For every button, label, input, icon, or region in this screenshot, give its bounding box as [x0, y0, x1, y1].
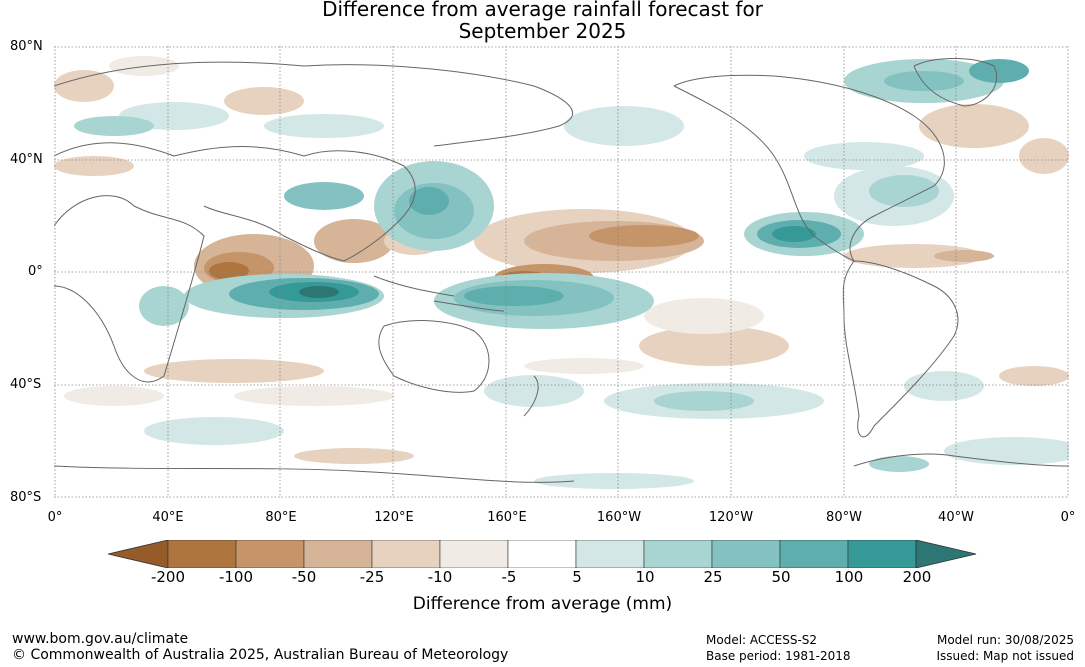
colorbar: [108, 540, 977, 568]
lon-label-160w: 160°W: [596, 510, 642, 525]
colorbar-cell: [439, 540, 509, 568]
colorbar-tick: 100: [834, 568, 864, 586]
lon-label-160e: 160°E: [487, 510, 527, 525]
map-title-line1: Difference from average rainfall forecas…: [322, 0, 763, 21]
footer-issued: Issued: Map not issued: [936, 649, 1074, 663]
lat-label-0: 0°: [28, 264, 43, 279]
colorbar-tick: -10: [427, 568, 453, 586]
colorbar-cell: [711, 540, 781, 568]
coastlines: [53, 58, 1070, 483]
lon-label-120e: 120°E: [374, 510, 414, 525]
colorbar-tick: 25: [703, 568, 723, 586]
graticule: [54, 46, 1069, 498]
lon-label-40w: 40°W: [938, 510, 974, 525]
colorbar-tick: -100: [218, 568, 254, 586]
colorbar-cell: [643, 540, 713, 568]
colorbar-extend-high: [915, 540, 977, 568]
map-title-line2: September 2025: [458, 19, 627, 43]
footer-model: Model: ACCESS-S2: [706, 633, 818, 647]
colorbar-cell: [779, 540, 849, 568]
colorbar-tick: -50: [291, 568, 317, 586]
colorbar-cell: [575, 540, 645, 568]
colorbar-tick: 50: [771, 568, 791, 586]
colorbar-cell: [303, 540, 373, 568]
footer-base-period: Base period: 1981-2018: [706, 649, 851, 663]
lat-label-80s: 80°S: [10, 490, 42, 505]
lon-label-80e: 80°E: [265, 510, 297, 525]
colorbar-cell: [167, 540, 237, 568]
lon-label-0-left: 0°: [47, 510, 63, 525]
lat-label-40n: 40°N: [10, 152, 43, 167]
colorbar-label: Difference from average (mm): [412, 594, 673, 614]
lon-label-0-right: 0°: [1060, 510, 1076, 525]
footer-website: www.bom.gov.au/climate: [12, 631, 189, 647]
lon-label-120w: 120°W: [708, 510, 754, 525]
lat-label-80n: 80°N: [10, 39, 43, 54]
colorbar-cell: [507, 540, 577, 568]
colorbar-cell: [235, 540, 305, 568]
rainfall-anomaly-map: [53, 46, 1084, 498]
lon-label-80w: 80°W: [826, 510, 862, 525]
lon-label-40e: 40°E: [152, 510, 184, 525]
colorbar-tick: -25: [359, 568, 385, 586]
colorbar-tick: 5: [572, 568, 582, 586]
map-canvas: [53, 46, 1084, 498]
colorbar-tick: 200: [902, 568, 932, 586]
colorbar-tick: -5: [501, 568, 517, 586]
colorbar-cell: [847, 540, 917, 568]
colorbar-tick: 10: [635, 568, 655, 586]
colorbar-cell: [371, 540, 441, 568]
lat-label-40s: 40°S: [10, 377, 42, 392]
colorbar-tick: -200: [150, 568, 186, 586]
footer-copyright: © Commonwealth of Australia 2025, Austra…: [12, 647, 509, 663]
footer-model-run: Model run: 30/08/2025: [936, 633, 1074, 647]
colorbar-extend-low: [108, 540, 169, 568]
